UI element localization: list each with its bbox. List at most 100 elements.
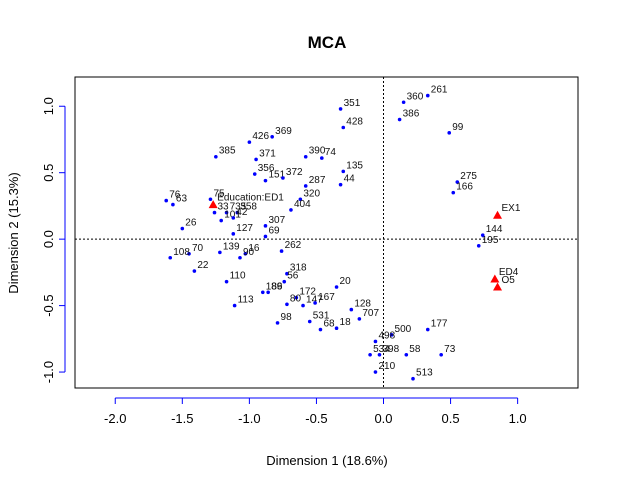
individual-label: 318 (290, 263, 307, 274)
individual-point (252, 172, 257, 176)
category-label: Education:ED1 (217, 193, 284, 204)
individual-point (368, 352, 372, 357)
individual-point (455, 180, 460, 184)
individual-point (168, 255, 173, 260)
individual-label: 90 (243, 247, 255, 258)
individual-label: 372 (286, 167, 303, 178)
individual-point (334, 326, 339, 330)
individual-point (439, 352, 443, 357)
individual-label: 128 (354, 299, 371, 310)
individual-point (212, 210, 217, 215)
individual-point (411, 376, 415, 381)
individual-point (180, 226, 185, 231)
category-point (490, 274, 500, 283)
y-tick-label: 1.0 (41, 97, 56, 115)
individual-label: 398 (382, 344, 399, 355)
individual-point (341, 125, 346, 130)
individual-point (377, 352, 382, 357)
chart-title: MCA (308, 33, 347, 52)
individual-label: 33 (217, 202, 229, 213)
individual-label: 356 (258, 163, 275, 174)
individual-point (303, 184, 308, 188)
individual-point (238, 255, 242, 260)
individual-label: 74 (325, 147, 337, 158)
individual-point (338, 107, 343, 111)
individual-label: 351 (344, 98, 361, 109)
individual-label: 139 (223, 241, 240, 252)
individual-label: 735 (230, 202, 247, 213)
individual-point (425, 93, 430, 98)
individual-label: 75 (213, 188, 225, 199)
x-tick-label: -1.5 (171, 411, 193, 426)
individual-label: 166 (456, 182, 473, 193)
x-tick-label: -0.5 (305, 411, 327, 426)
individual-label: 386 (403, 109, 420, 120)
x-tick-label: 1.0 (509, 411, 527, 426)
category-label: ED4 (499, 267, 519, 278)
individual-label: 390 (309, 146, 326, 157)
individual-point (289, 208, 293, 212)
x-tick-label: 0.5 (442, 411, 460, 426)
individual-label: 56 (287, 271, 299, 282)
y-tick-label: 0.5 (41, 164, 56, 182)
individual-point (320, 156, 324, 160)
individual-label: 44 (344, 174, 356, 185)
individual-label: 428 (346, 117, 363, 128)
individual-label: 167 (318, 292, 335, 303)
individual-point (451, 190, 456, 195)
x-tick-label: -2.0 (104, 411, 126, 426)
individual-point (266, 290, 270, 295)
individual-label: 358 (240, 202, 257, 213)
individual-point (303, 154, 308, 159)
individual-label: 498 (378, 330, 395, 341)
individual-point (243, 251, 248, 256)
individual-point (224, 210, 229, 215)
individual-label: 99 (452, 122, 464, 133)
individual-point (401, 100, 406, 105)
y-axis-label: Dimension 2 (15.3%) (6, 172, 21, 293)
individual-label: 172 (299, 287, 316, 298)
individual-label: 22 (197, 260, 209, 271)
x-axis-label: Dimension 1 (18.6%) (266, 453, 387, 468)
individual-label: 20 (340, 276, 352, 287)
individual-label: 186 (266, 281, 283, 292)
individual-label: 500 (395, 324, 412, 335)
individual-label: 69 (268, 225, 280, 236)
individual-label: 275 (460, 171, 477, 182)
individual-point (171, 202, 175, 207)
individual-label: 98 (281, 312, 293, 323)
individual-label: 108 (173, 247, 190, 258)
individual-point (334, 285, 339, 289)
individual-label: 534 (373, 344, 390, 355)
category-point (208, 200, 218, 209)
individual-label: 63 (176, 194, 188, 205)
category-label: EX1 (502, 203, 521, 214)
individual-label: 76 (169, 190, 181, 201)
individual-point (341, 169, 346, 174)
individual-label: 513 (416, 368, 433, 379)
individual-point (192, 269, 197, 273)
individual-label: 110 (230, 271, 246, 282)
individual-point (279, 249, 284, 253)
individual-point (275, 321, 280, 325)
individual-point (263, 234, 268, 239)
individual-label: 135 (346, 160, 363, 171)
plot-frame-box (74, 76, 579, 389)
individual-label: 320 (303, 188, 320, 199)
individual-point (338, 182, 343, 187)
individual-label: 261 (431, 85, 448, 96)
individual-point (298, 197, 303, 202)
individual-label: 307 (268, 215, 285, 226)
individual-point (476, 243, 481, 248)
individual-point (282, 279, 287, 284)
individual-point (187, 251, 191, 256)
category-point (493, 210, 503, 219)
individual-point (270, 135, 274, 139)
category-label: O5 (502, 275, 516, 286)
individual-point (231, 216, 236, 220)
individual-point (404, 352, 409, 357)
individual-label: 113 (238, 295, 254, 306)
individual-point (224, 279, 229, 284)
